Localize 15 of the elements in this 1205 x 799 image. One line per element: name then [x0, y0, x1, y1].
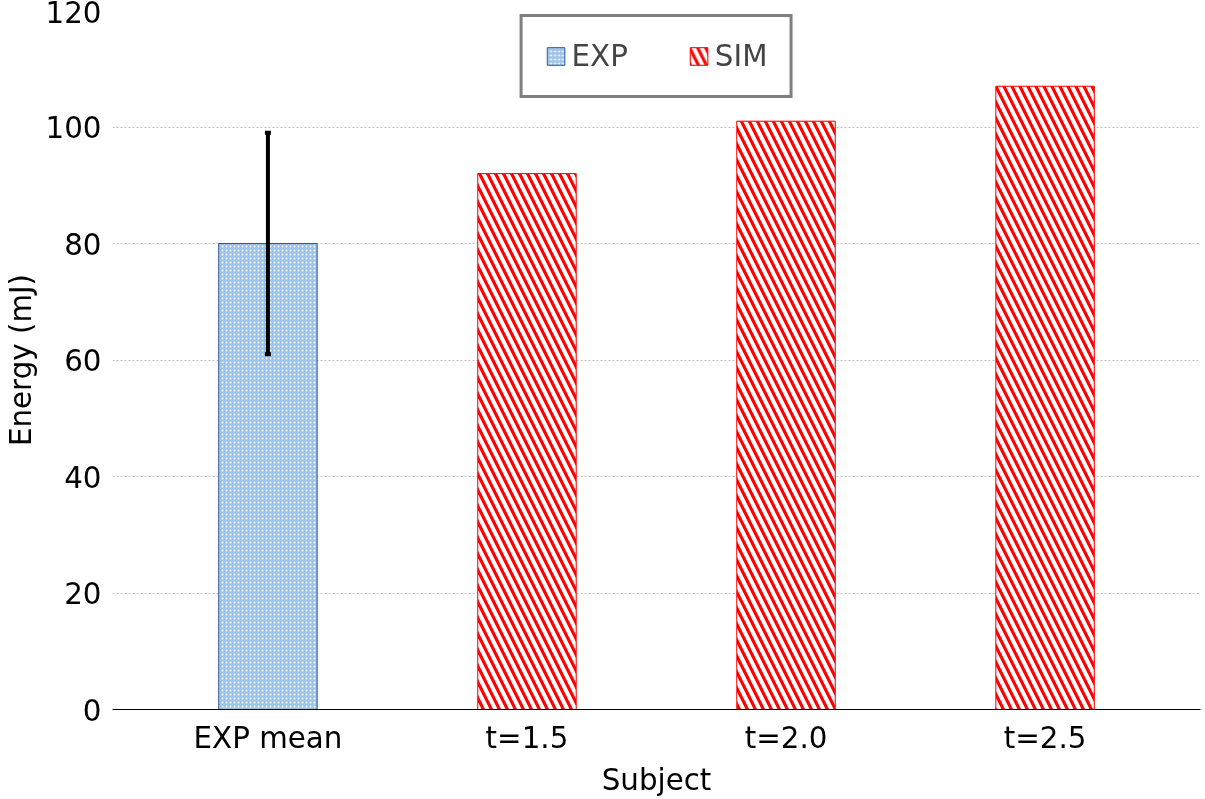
- x-tick-label: t=1.5: [485, 720, 569, 755]
- y-tick-label: 80: [64, 227, 102, 262]
- y-tick-label: 120: [45, 0, 102, 30]
- y-tick-label: 60: [64, 344, 102, 378]
- y-tick-label: 0: [82, 693, 102, 728]
- y-axis-title: Energy (mJ): [3, 273, 38, 447]
- x-tick-label: t=2.5: [1003, 720, 1087, 755]
- legend-label: SIM: [714, 39, 768, 73]
- y-tick-label: 40: [64, 460, 102, 495]
- legend-label: EXP: [571, 39, 628, 73]
- x-tick-label: t=2.0: [744, 720, 828, 755]
- y-tick-label: 20: [64, 577, 102, 611]
- y-tick-label: 100: [45, 111, 102, 145]
- x-tick-label: EXP mean: [193, 720, 343, 755]
- x-axis-title: Subject: [601, 762, 712, 797]
